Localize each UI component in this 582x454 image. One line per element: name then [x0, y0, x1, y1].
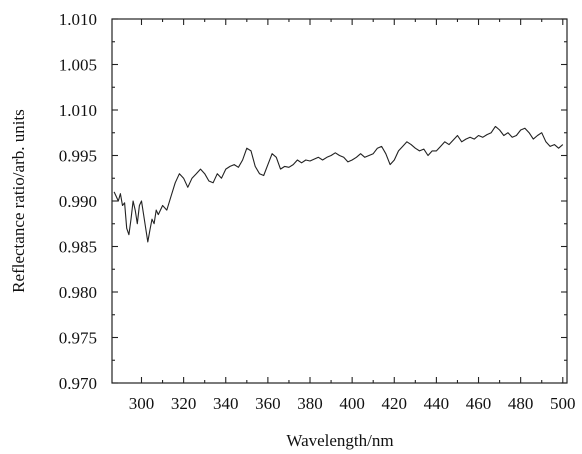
y-tick-label: 1.010: [59, 101, 97, 120]
x-tick-label: 400: [339, 394, 365, 413]
y-axis-title: Reflectance ratio/arb. units: [9, 109, 28, 293]
x-tick-label: 380: [297, 394, 323, 413]
y-tick-label: 0.980: [59, 283, 97, 302]
plot-frame: [111, 18, 568, 384]
y-tick-label: 1.005: [59, 56, 97, 75]
x-tick-label: 360: [255, 394, 281, 413]
series-layer: [113, 125, 564, 243]
y-tick-label: 0.985: [59, 238, 97, 257]
x-tick-label: 480: [508, 394, 534, 413]
x-tick-label: 460: [466, 394, 492, 413]
x-axis-title: Wavelength/nm: [286, 431, 393, 450]
series-line: [113, 125, 564, 243]
x-tick-label: 300: [129, 394, 155, 413]
x-tick-label: 420: [382, 394, 408, 413]
y-tick-label: 0.975: [59, 329, 97, 348]
x-tick-label: 440: [424, 394, 450, 413]
x-tick-label: 340: [213, 394, 239, 413]
x-tick-label: 320: [171, 394, 197, 413]
x-axis: 300 320 340 360 380 400 420 440 460 480 500: [129, 19, 576, 413]
x-tick-label: 500: [550, 394, 576, 413]
y-tick-label: 0.995: [59, 147, 97, 166]
y-axis: 0.970 0.975 0.980 0.985 0.990 0.995 1.010 1.005…: [59, 10, 567, 393]
y-tick-label: 1.010: [59, 10, 97, 29]
y-tick-label: 0.970: [59, 374, 97, 393]
y-tick-label: 0.990: [59, 192, 97, 211]
